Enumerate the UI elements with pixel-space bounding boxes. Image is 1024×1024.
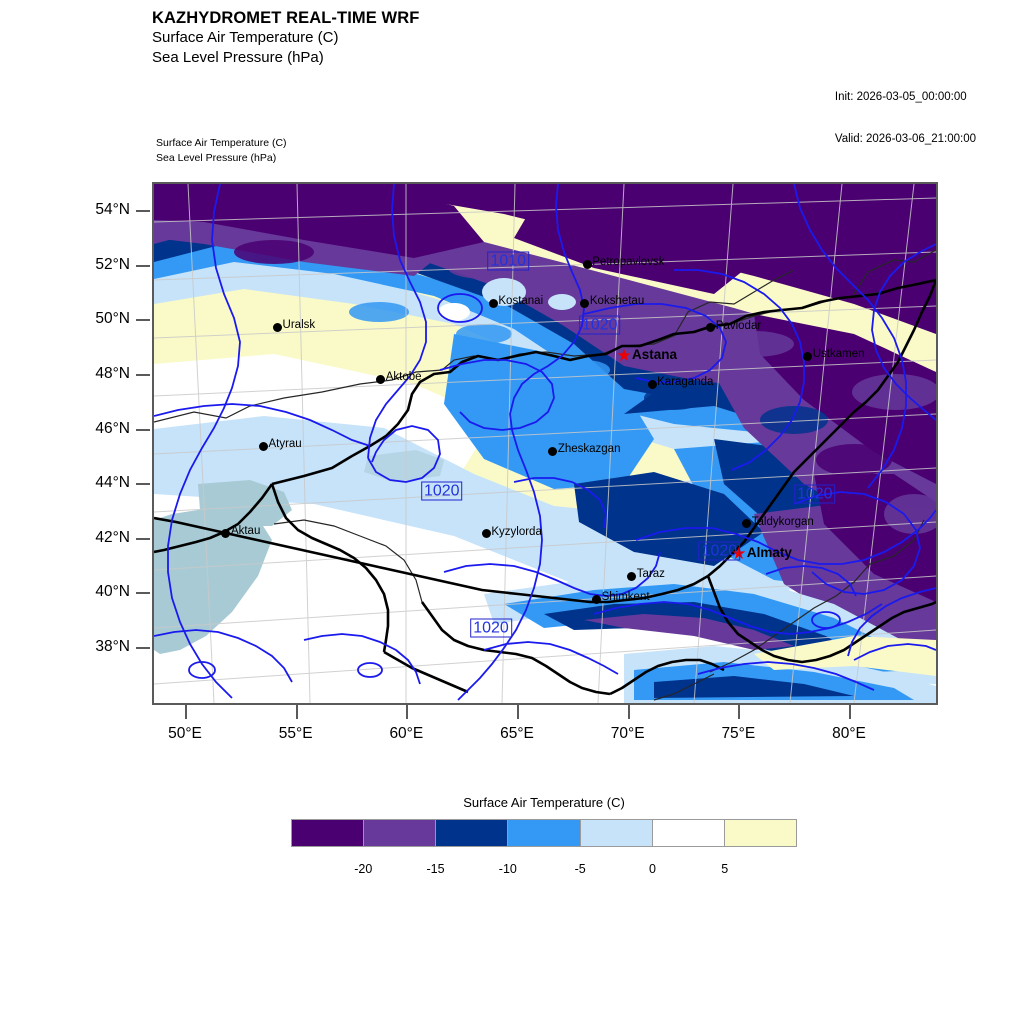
lon-tick: [849, 705, 851, 719]
lon-tick: [406, 705, 409, 719]
colorbar-segment-2: [436, 820, 509, 846]
colorbar-title: Surface Air Temperature (C): [463, 795, 625, 810]
isobar-label: 1020: [793, 484, 836, 504]
lon-tick: [295, 705, 298, 719]
lat-tick-label: 54°N: [95, 201, 130, 218]
isobar-label: 1010: [487, 251, 530, 271]
colorbar-segment-5: [652, 820, 725, 846]
panel-caption: Surface Air Temperature (C) Sea Level Pr…: [156, 136, 287, 166]
lon-tick-label: 50°E: [168, 725, 202, 742]
colorbar-segment-4: [580, 820, 653, 846]
page-title: KAZHYDROMET REAL-TIME WRF: [152, 9, 420, 27]
lat-tick-label: 40°N: [95, 583, 130, 601]
lat-tick-label: 46°N: [95, 419, 130, 437]
map-axes: 54°N 52°N 50°N 48°N 46°N 44°N 42°N 40°N 38°N 50°E…: [95, 182, 938, 742]
panel-caption-temperature: Surface Air Temperature (C): [156, 137, 287, 149]
colorbar-segment-6: [724, 820, 796, 846]
lat-tick-label: 42°N: [95, 528, 130, 546]
lat-tick: [136, 210, 150, 212]
lon-tick: [738, 705, 741, 719]
lat-tick: [136, 373, 150, 376]
lon-tick-label: 80°E: [832, 725, 866, 742]
lon-tick-label: 60°E: [389, 725, 424, 742]
lat-tick: [136, 592, 150, 595]
colorbar-segment-3: [508, 820, 581, 846]
colorbar-tick-label: 0: [648, 862, 656, 876]
map-canvas: [154, 184, 936, 703]
isobar-label: 1020: [578, 315, 621, 335]
colorbar-tick-label: -5: [574, 862, 586, 876]
header-subtitle-temperature: Surface Air Temperature (C): [152, 29, 339, 46]
lat-tick: [136, 483, 150, 486]
lon-tick: [185, 705, 187, 719]
lon-tick-label: 55°E: [278, 725, 313, 742]
lon-tick-label: 65°E: [500, 725, 534, 742]
lon-tick-label: 75°E: [721, 725, 756, 742]
lat-tick-label: 52°N: [95, 255, 130, 273]
lat-tick: [136, 264, 150, 267]
lat-tick-label: 38°N: [95, 638, 130, 655]
colorbar-segment-1: [364, 820, 437, 846]
colorbar[interactable]: [291, 819, 797, 847]
lat-tick-label: 44°N: [95, 474, 130, 492]
model-run-times: Init: 2026-03-05_00:00:00 Valid: 2026-03…: [835, 62, 976, 160]
weather-map[interactable]: Petropavlovsk Kostanai Kokshetau Pavlodar Ur…: [152, 182, 938, 705]
header: KAZHYDROMET REAL-TIME WRF Surface Air Te…: [152, 8, 419, 68]
lat-tick: [136, 647, 150, 649]
header-subtitle-pressure: Sea Level Pressure (hPa): [152, 49, 324, 66]
lon-tick-label: 70°E: [610, 725, 645, 742]
isobar-label: 1020: [698, 541, 741, 561]
lon-tick: [517, 705, 519, 719]
lat-tick: [136, 319, 150, 322]
init-time: Init: 2026-03-05_00:00:00: [834, 91, 967, 103]
valid-time: Valid: 2026-03-06_21:00:00: [834, 133, 976, 145]
colorbar-tick-label: -10: [498, 862, 517, 876]
colorbar-tick-label: -20: [354, 862, 373, 876]
isobar-label: 1020: [420, 481, 463, 501]
panel-caption-pressure: Sea Level Pressure (hPa): [156, 152, 277, 164]
isobar-label: 1020: [470, 618, 512, 638]
lat-tick-label: 50°N: [95, 310, 130, 328]
lat-tick: [136, 537, 150, 540]
lat-tick-label: 48°N: [95, 364, 130, 382]
lat-tick: [136, 428, 150, 431]
colorbar-segment-0: [292, 820, 365, 846]
colorbar-tick-label: -15: [426, 862, 445, 876]
lon-tick: [627, 705, 630, 719]
colorbar-tick-label: 5: [721, 862, 729, 876]
